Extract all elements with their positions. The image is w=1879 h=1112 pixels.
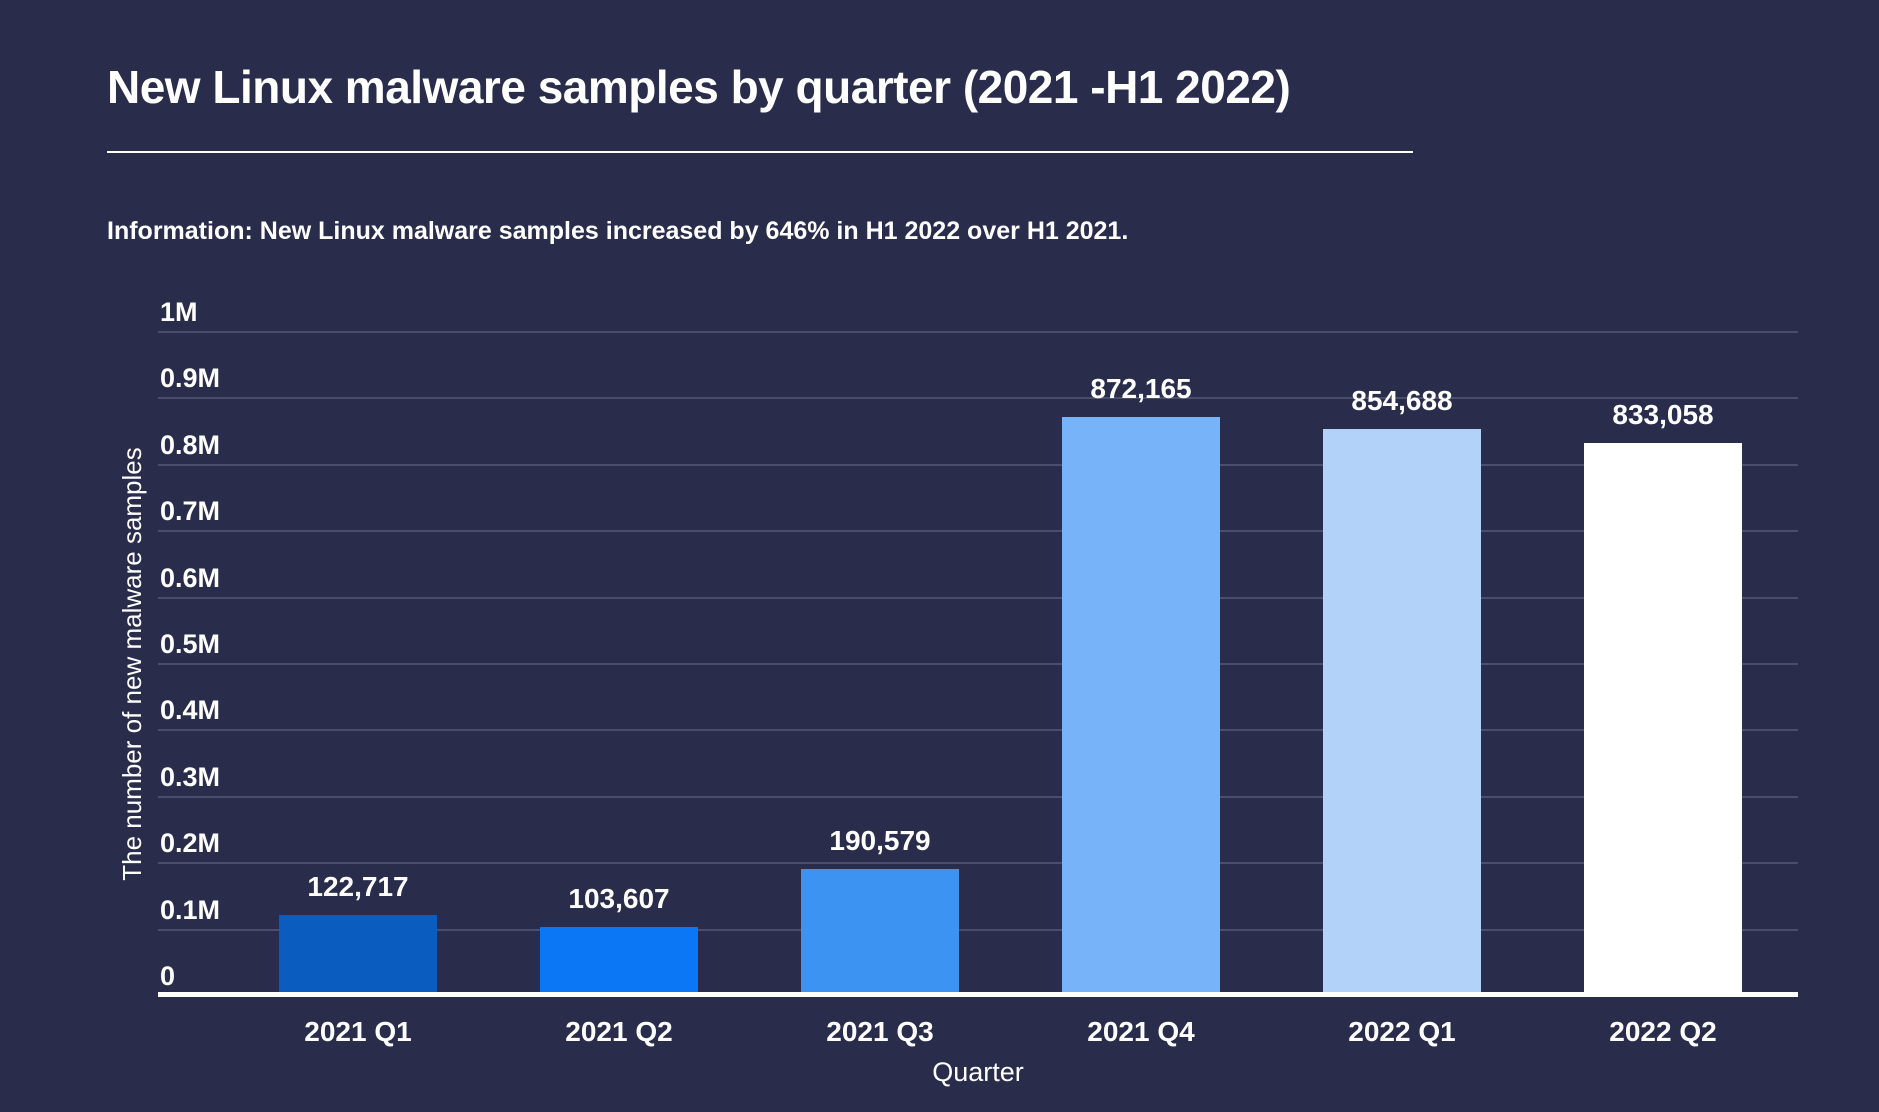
info-line: Information: New Linux malware samples i… — [107, 217, 1128, 246]
gridline — [158, 862, 1798, 865]
y-tick-label: 1M — [160, 297, 198, 327]
info-label: Information: — [107, 217, 253, 245]
x-tick-label: 2021 Q2 — [565, 1016, 673, 1047]
y-tick-label: 0.8M — [160, 429, 221, 460]
bar-2021-q2 — [540, 927, 698, 996]
bars-row: 122,717 2021 Q1 103,607 2021 Q2 190,579 2021 … — [158, 332, 1798, 1047]
bar-slot: 854,688 2022 Q1 — [1323, 332, 1481, 1047]
bar-value-label: 190,579 — [829, 825, 931, 857]
plot-area: 0 0.1M 0.2M 0.3M 0.4M 0.5M 0.6M 0.7M 0.8M 0.9M 1M 1… — [158, 299, 1798, 1047]
bar-value-label: 833,058 — [1612, 398, 1714, 430]
gridline — [158, 397, 1798, 400]
x-tick-label: 2022 Q1 — [1348, 1016, 1456, 1047]
gridline — [158, 530, 1798, 533]
bar-slot: 872,165 2021 Q4 — [1062, 332, 1220, 1047]
bar-2021-q1 — [279, 914, 437, 996]
y-tick-label: 0.4M — [160, 695, 221, 726]
y-tick-label: 0.9M — [160, 363, 221, 394]
bar-slot: 833,058 2022 Q2 — [1584, 332, 1742, 1047]
bar-2022-q1 — [1323, 428, 1481, 996]
bar-value-label: 854,688 — [1351, 384, 1453, 416]
gridline — [158, 663, 1798, 665]
x-tick-label: 2021 Q4 — [1087, 1016, 1195, 1047]
bar-value-label: 122,717 — [307, 870, 409, 902]
bar-2021-q3 — [801, 869, 959, 996]
title-divider — [107, 151, 1413, 153]
info-text: New Linux malware samples increased by 6… — [252, 217, 1129, 245]
gridline — [158, 795, 1798, 798]
y-tick-label: 0.1M — [160, 894, 221, 925]
x-tick-label: 2021 Q3 — [826, 1016, 934, 1047]
x-axis-baseline — [158, 992, 1798, 997]
page-title: New Linux malware samples by quarter (20… — [107, 61, 1291, 113]
x-tick-label: 2022 Q2 — [1609, 1016, 1717, 1047]
y-tick-label: 0.2M — [160, 828, 221, 859]
y-tick-label: 0.5M — [160, 629, 221, 659]
bar-value-label: 103,607 — [568, 883, 670, 915]
bar-slot: 103,607 2021 Q2 — [540, 332, 698, 1047]
y-tick-label: 0.3M — [160, 761, 221, 792]
y-tick-label: 0.6M — [160, 562, 221, 593]
bar-value-label: 872,165 — [1090, 372, 1192, 404]
y-tick-label: 0 — [160, 961, 176, 991]
gridline — [158, 729, 1798, 732]
gridline — [158, 331, 1798, 333]
bar-slot: 190,579 2021 Q3 — [801, 332, 959, 1047]
x-tick-label: 2021 Q1 — [304, 1016, 412, 1047]
gridline — [158, 596, 1798, 599]
x-axis-title: Quarter — [932, 1057, 1024, 1087]
gridline — [158, 463, 1798, 466]
bar-2021-q4 — [1062, 416, 1220, 996]
gridline — [158, 928, 1798, 931]
y-tick-label: 0.7M — [160, 496, 221, 527]
y-axis-title: The number of new malware samples — [117, 447, 147, 881]
bar-2022-q2 — [1584, 442, 1742, 996]
bar-slot: 122,717 2021 Q1 — [279, 332, 437, 1047]
